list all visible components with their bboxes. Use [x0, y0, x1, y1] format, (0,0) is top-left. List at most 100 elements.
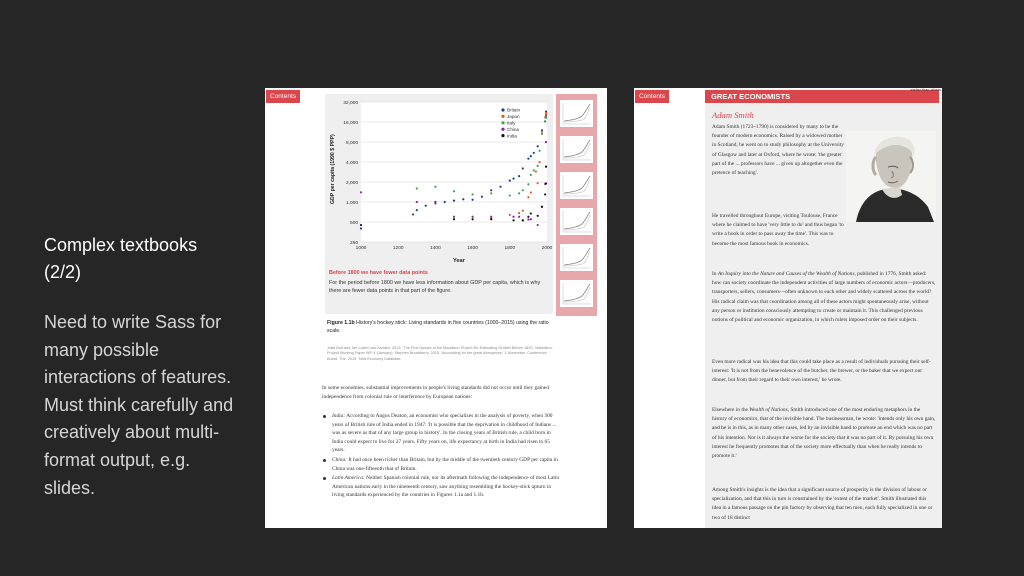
chart-point-italy [508, 194, 511, 197]
chart-point-japan [534, 170, 537, 173]
legend-marker-britain [501, 108, 505, 112]
chart-y-tick-label: 250 [350, 240, 358, 246]
chart-y-tick-label: 16,000 [343, 120, 358, 126]
chart-point-italy [540, 132, 544, 135]
chart-point-italy [529, 173, 532, 176]
bullet-item: Latin America: Neither Spanish colonial … [322, 474, 562, 500]
chart-point-japan [529, 191, 532, 194]
chart-point-japan [518, 212, 521, 215]
chart-point-china [529, 218, 532, 221]
chart-point-italy [536, 164, 539, 167]
chart-point-italy [518, 192, 521, 195]
chart-y-tick-label: 500 [350, 220, 358, 226]
chart-point-britain [424, 204, 427, 207]
bullet-label: China: [332, 456, 347, 463]
chart-point-japan [521, 209, 524, 212]
contents-tab-button[interactable]: Contents [266, 90, 301, 103]
chart-point-japan [544, 111, 548, 115]
bullet-item: China: It had once been richer than Brit… [322, 456, 562, 473]
chart-point-china [527, 218, 530, 221]
contents-tab-button[interactable]: Contents [635, 90, 670, 103]
textbook-page-right: Contents GREAT ECONOMISTS Adam Smith Ada… [634, 88, 942, 528]
chart-point-india [529, 212, 532, 215]
chart-y-axis-label: GDP per capita (1990 $ PPP) [330, 134, 336, 204]
chart-point-britain [512, 177, 515, 180]
figure-thumbnail[interactable] [560, 208, 593, 235]
chart-point-italy [532, 169, 535, 172]
chart-point-japan [540, 130, 544, 133]
chart-point-japan [544, 113, 548, 116]
chart-point-italy [471, 193, 474, 196]
bullet-item: India: According to Angus Deaton, an eco… [322, 412, 562, 455]
chart-point-britain [490, 189, 493, 192]
bio-paragraph-5-rest: , Smith introduced one of the most endur… [712, 407, 936, 460]
figure-caption-label: Figure 1.1b [327, 320, 355, 326]
legend-marker-japan [501, 114, 505, 118]
adam-smith-portrait [846, 131, 936, 222]
chart-point-china [471, 215, 474, 218]
chart-thumbnail-icon [562, 283, 591, 305]
chart-point-britain [359, 227, 363, 230]
chart-point-britain [471, 198, 474, 201]
chart-point-india [544, 182, 548, 185]
chart-point-britain [521, 167, 524, 170]
figure-thumbnail[interactable] [560, 100, 593, 127]
bullet-label: Latin America: [332, 475, 365, 482]
figure-thumbnail[interactable] [560, 172, 593, 199]
chart-thumbnail-icon [562, 247, 591, 269]
textbook-page-left: Contents 250 500 1,000 2,000 4,000 8,000 16,00… [265, 88, 607, 528]
figure-source: Jutta Bolt and Jan Luiten van Zanden. 20… [327, 346, 554, 361]
bullet-text: It had once been richer than Britain, bu… [332, 456, 558, 472]
legend-label-china: China [507, 127, 519, 132]
chart-thumbnail-icon [562, 139, 591, 161]
chart-point-india [521, 219, 524, 222]
figure-note-body: For the period before 1800 we have less … [329, 280, 541, 295]
chart-point-india [452, 218, 456, 221]
chart-point-india [536, 214, 539, 217]
figure-caption-text: History's hockey stick: Living standards… [327, 320, 549, 334]
chart-point-china [544, 140, 548, 144]
slide-body-text: Need to write Sass for many possible int… [44, 312, 234, 498]
chart-point-italy [544, 116, 548, 119]
chart-x-tick-label: 2000 [542, 245, 553, 251]
figure-panel: 250 500 1,000 2,000 4,000 8,000 16,000 32,000 10… [325, 94, 553, 314]
chart-x-axis-label: Year [453, 258, 466, 264]
chart-thumbnail-icon [562, 175, 591, 197]
portrait-image-icon [846, 131, 936, 222]
bullet-label: India: [332, 413, 346, 419]
bullet-dot-icon [323, 477, 327, 481]
chart-point-china [434, 202, 437, 205]
chart-point-britain [499, 185, 502, 188]
bio-paragraph-5-prefix: Elsewhere in the [712, 407, 750, 413]
chart-y-tick-label: 2,000 [346, 180, 358, 186]
chart-x-tick-label: 1400 [430, 245, 441, 251]
chart-point-india [544, 165, 548, 168]
figure-thumbnail[interactable] [560, 280, 593, 307]
chart-thumbnail-icon [562, 103, 591, 125]
slide-title: Complex textbooks (2/2) [44, 235, 198, 282]
chart-point-italy [452, 190, 456, 193]
legend-label-india: India [507, 133, 517, 138]
chart-point-china [512, 215, 515, 218]
figure-thumbnail[interactable] [560, 244, 593, 271]
intro-paragraph: In some economies, substantial improveme… [322, 385, 549, 400]
bio-paragraph-2: He travelled throughout Europe, visiting… [712, 213, 844, 247]
legend-marker-italy [501, 121, 505, 125]
chart-point-japan [536, 182, 539, 185]
bio-paragraph-4: Even more radical was his idea that this… [712, 359, 931, 384]
figure-note-title: Before 1800 we have fewer data points [329, 270, 428, 276]
chart-point-india [540, 205, 544, 208]
chart-point-india [490, 218, 493, 221]
legend-label-britain: Britain [507, 108, 520, 113]
chart-point-britain [411, 213, 415, 216]
chart-x-tick-label: 1200 [393, 245, 404, 251]
chart-point-italy [544, 120, 547, 123]
chart-point-japan [508, 213, 511, 216]
figure-thumbnail[interactable] [560, 136, 593, 163]
chart-point-china [415, 200, 418, 204]
legend-marker-china [501, 127, 505, 131]
chart-y-tick-label: 32,000 [343, 100, 358, 106]
chart-x-tick-label: 1600 [467, 245, 478, 251]
chart-point-china [536, 223, 539, 227]
chart-point-india [527, 215, 530, 218]
